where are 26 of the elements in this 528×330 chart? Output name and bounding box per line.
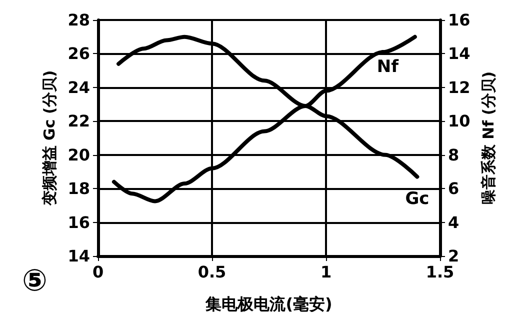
series-label: Gc — [405, 188, 430, 209]
y-axis-title: 变频增益 Gc (分贝) — [40, 70, 58, 207]
text: ⑤ — [22, 264, 48, 298]
y-tick-label: 16 — [68, 212, 90, 232]
x-tick-label: 0.5 — [198, 262, 226, 282]
y2-tick-label: 8 — [448, 145, 460, 164]
x-tick-label: 0 — [92, 262, 104, 282]
y2-tick-label: 14 — [448, 44, 470, 64]
y-tick-label: 18 — [68, 179, 90, 198]
y-tick-label: 14 — [68, 246, 90, 266]
y-tick-label: 20 — [68, 145, 90, 164]
x-tick-label: 1 — [320, 262, 332, 282]
y2-tick-label: 16 — [448, 10, 470, 30]
y2-tick-label: 2 — [448, 246, 460, 266]
series-label: Nf — [376, 56, 400, 77]
y2-tick-label: 4 — [448, 212, 460, 232]
y2-axis-title: 噪音系数 Nf (分贝) — [480, 71, 498, 205]
y-tick-label: 22 — [68, 112, 90, 131]
y-tick-label: 24 — [68, 78, 90, 97]
y-tick-label: 26 — [68, 44, 90, 64]
x-tick-label: 1.5 — [426, 262, 454, 282]
y-tick-label: 28 — [68, 10, 90, 30]
y2-tick-label: 10 — [448, 112, 470, 131]
x-axis-title: 集电极电流(毫安) — [204, 294, 332, 314]
y2-tick-label: 12 — [448, 78, 470, 97]
y2-tick-label: 6 — [448, 179, 460, 198]
